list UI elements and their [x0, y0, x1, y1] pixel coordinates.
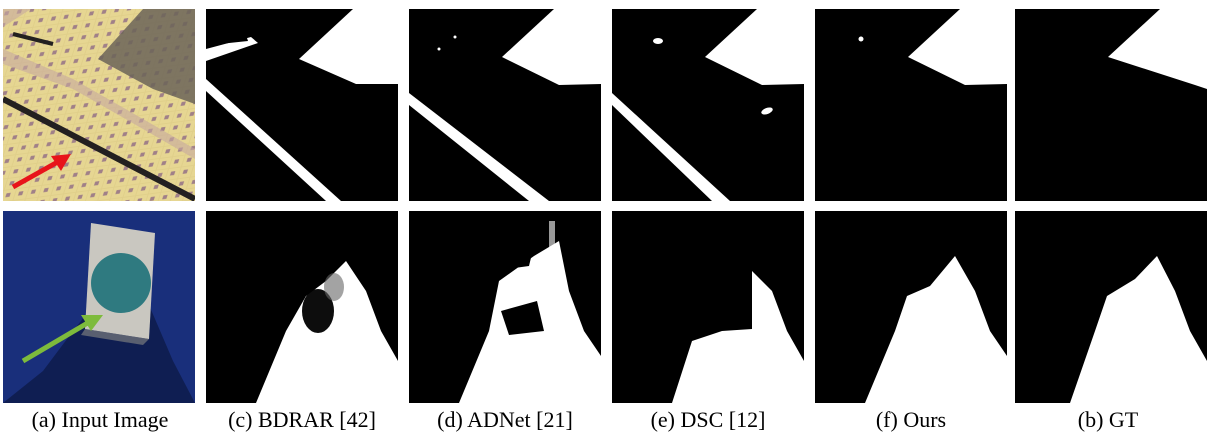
adnet-mask-1 — [409, 9, 601, 201]
gt-mask-2 — [1015, 211, 1207, 403]
caption-bdrar: (c) BDRAR [42] — [228, 407, 376, 432]
caption-ours: (f) Ours — [875, 407, 947, 432]
input-image-sign — [3, 211, 195, 403]
green-arrow — [21, 318, 93, 364]
bdrar-mask-2 — [206, 211, 398, 403]
red-arrow — [11, 156, 65, 190]
floor-photo — [3, 9, 195, 201]
ours-mask-1 — [815, 9, 1007, 201]
sign-circle — [91, 253, 151, 313]
adnet-mask-2 — [409, 211, 601, 403]
ours-mask-2 — [815, 211, 1007, 403]
dsc-mask-1 — [612, 9, 804, 201]
bdrar-mask-1 — [206, 9, 398, 201]
caption-dsc: (e) DSC [12] — [650, 407, 766, 432]
dsc-mask-2 — [612, 211, 804, 403]
caption-adnet: (d) ADNet [21] — [437, 407, 573, 432]
input-image-floor — [3, 9, 195, 201]
gt-mask-1 — [1015, 9, 1207, 201]
caption-input: (a) Input Image — [31, 407, 169, 432]
sign-photo — [3, 211, 195, 403]
caption-gt: (b) GT — [1077, 407, 1139, 432]
